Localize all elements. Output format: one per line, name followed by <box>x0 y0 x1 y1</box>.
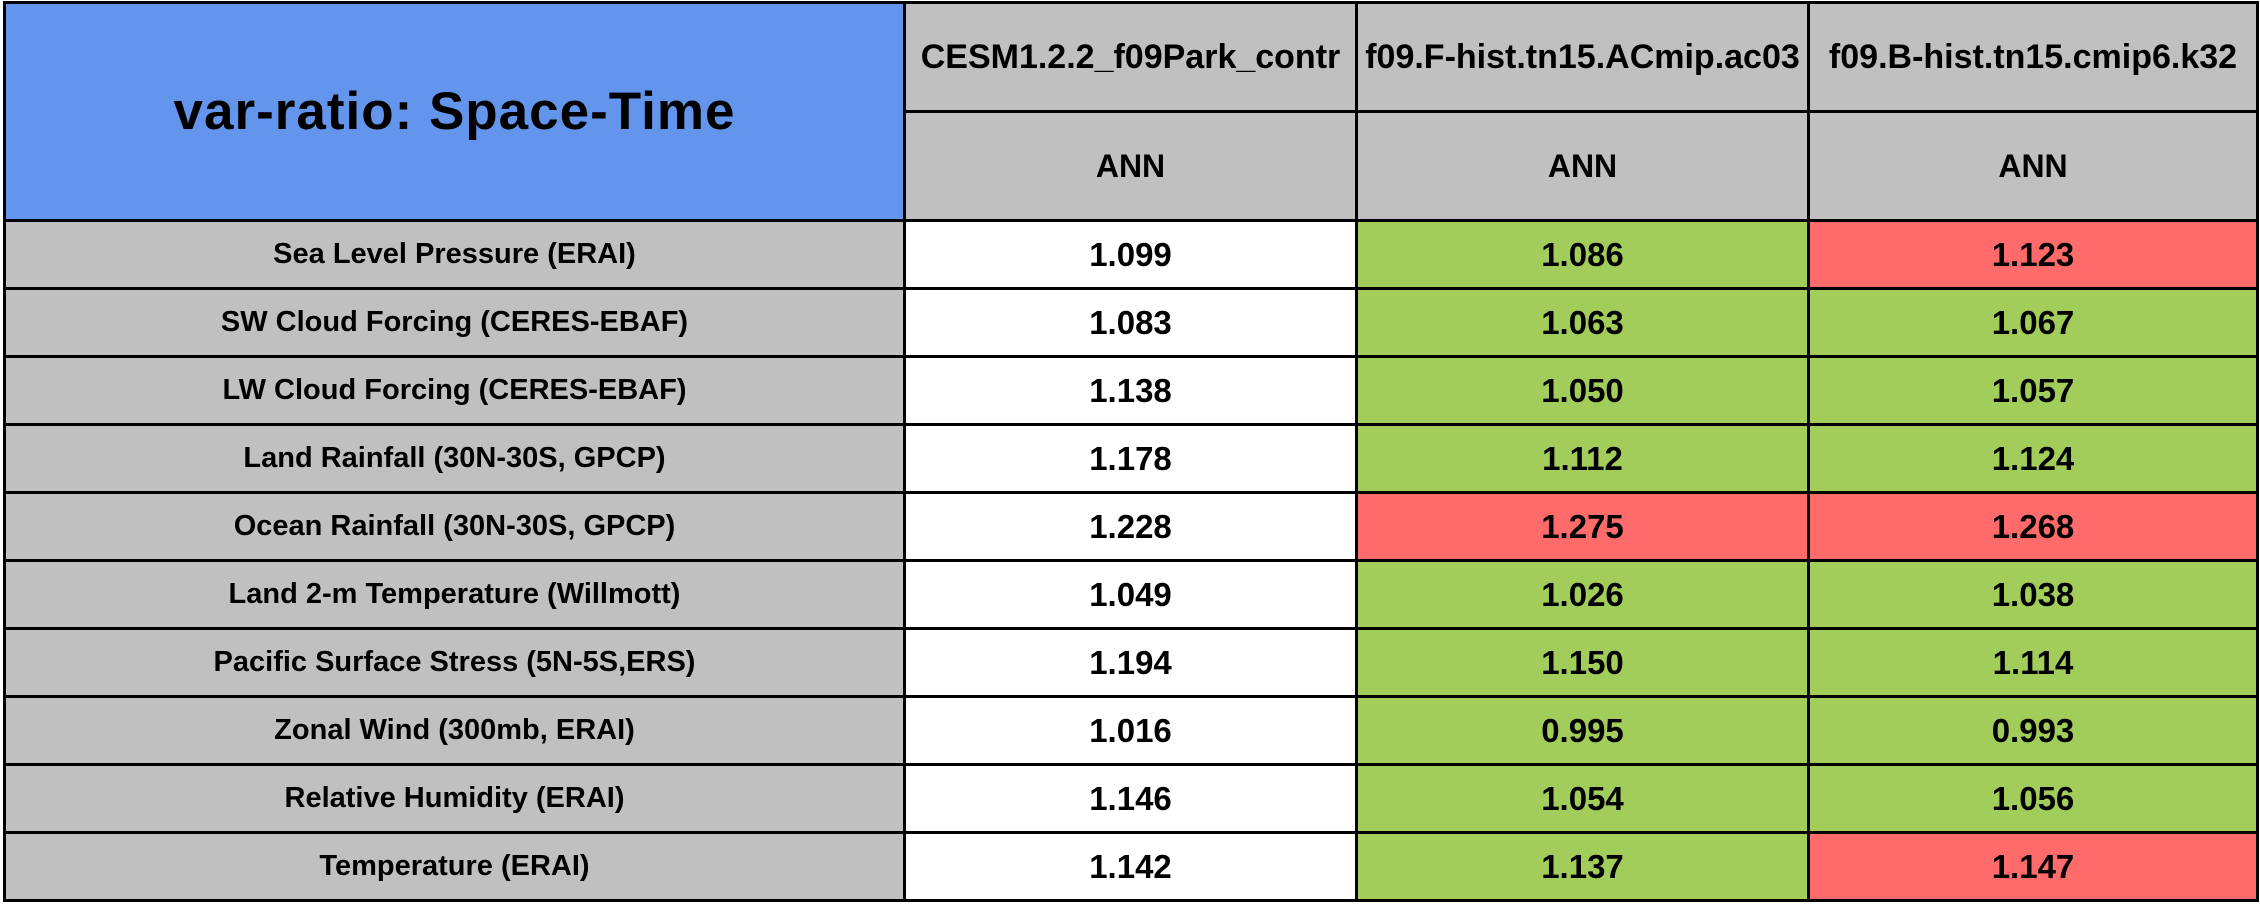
row-label: Land Rainfall (30N-30S, GPCP) <box>3 423 906 494</box>
value-cell: 1.150 <box>1355 627 1810 698</box>
season-header-cell-3: ANN <box>1807 110 2259 222</box>
row-label: LW Cloud Forcing (CERES-EBAF) <box>3 355 906 426</box>
row-label: Land 2-m Temperature (Willmott) <box>3 559 906 630</box>
row-label: Zonal Wind (300mb, ERAI) <box>3 695 906 766</box>
value-cell: 1.147 <box>1807 831 2259 902</box>
value-cell: 1.268 <box>1807 491 2259 562</box>
value-cell: 1.057 <box>1807 355 2259 426</box>
value-cell: 1.026 <box>1355 559 1810 630</box>
value-cell: 0.993 <box>1807 695 2259 766</box>
table-row: LW Cloud Forcing (CERES-EBAF) 1.138 1.05… <box>3 355 2259 426</box>
value-cell: 1.086 <box>1355 219 1810 290</box>
table-row: Sea Level Pressure (ERAI) 1.099 1.086 1.… <box>3 219 2259 290</box>
value-cell: 1.050 <box>1355 355 1810 426</box>
row-label: Temperature (ERAI) <box>3 831 906 902</box>
model-header-cell-2: f09.F-hist.tn15.ACmip.ac03 <box>1355 1 1810 113</box>
value-cell: 1.228 <box>903 491 1358 562</box>
table-row: SW Cloud Forcing (CERES-EBAF) 1.083 1.06… <box>3 287 2259 358</box>
header-row-season: ANN ANN ANN <box>5 110 2259 222</box>
model-header-cell-3: f09.B-hist.tn15.cmip6.k32 <box>1807 1 2259 113</box>
table-row: Temperature (ERAI) 1.142 1.137 1.147 <box>3 831 2259 902</box>
row-label: Ocean Rainfall (30N-30S, GPCP) <box>3 491 906 562</box>
value-cell: 1.124 <box>1807 423 2259 494</box>
value-cell: 1.067 <box>1807 287 2259 358</box>
value-cell: 1.123 <box>1807 219 2259 290</box>
value-cell: 1.194 <box>903 627 1358 698</box>
value-cell: 1.142 <box>903 831 1358 902</box>
value-cell: 1.114 <box>1807 627 2259 698</box>
row-label: SW Cloud Forcing (CERES-EBAF) <box>3 287 906 358</box>
value-cell: 1.146 <box>903 763 1358 834</box>
table-title-cell: var-ratio: Space-Time <box>3 1 906 222</box>
value-cell: 1.112 <box>1355 423 1810 494</box>
table-row: Pacific Surface Stress (5N-5S,ERS) 1.194… <box>3 627 2259 698</box>
value-cell: 1.056 <box>1807 763 2259 834</box>
table-row: Relative Humidity (ERAI) 1.146 1.054 1.0… <box>3 763 2259 834</box>
value-cell: 1.054 <box>1355 763 1810 834</box>
header-row-models: var-ratio: Space-Time CESM1.2.2_f09Park_… <box>3 1 2259 222</box>
value-cell: 1.178 <box>903 423 1358 494</box>
value-cell: 1.016 <box>903 695 1358 766</box>
season-header-cell-2: ANN <box>1355 110 1810 222</box>
table-row: Zonal Wind (300mb, ERAI) 1.016 0.995 0.9… <box>3 695 2259 766</box>
value-cell: 1.275 <box>1355 491 1810 562</box>
value-cell: 0.995 <box>1355 695 1810 766</box>
row-label: Sea Level Pressure (ERAI) <box>3 219 906 290</box>
value-cell: 1.138 <box>903 355 1358 426</box>
table-row: Land Rainfall (30N-30S, GPCP) 1.178 1.11… <box>3 423 2259 494</box>
table-title: var-ratio: Space-Time <box>173 82 736 141</box>
model-header-cell-1: CESM1.2.2_f09Park_contr <box>903 1 1358 113</box>
value-cell: 1.063 <box>1355 287 1810 358</box>
value-cell: 1.083 <box>903 287 1358 358</box>
season-header-cell-1: ANN <box>903 110 1358 222</box>
table-row: Ocean Rainfall (30N-30S, GPCP) 1.228 1.2… <box>3 491 2259 562</box>
value-cell: 1.099 <box>903 219 1358 290</box>
table-row: Land 2-m Temperature (Willmott) 1.049 1.… <box>3 559 2259 630</box>
row-label: Pacific Surface Stress (5N-5S,ERS) <box>3 627 906 698</box>
var-ratio-table: var-ratio: Space-Time CESM1.2.2_f09Park_… <box>3 1 2259 902</box>
value-cell: 1.038 <box>1807 559 2259 630</box>
value-cell: 1.137 <box>1355 831 1810 902</box>
row-label: Relative Humidity (ERAI) <box>3 763 906 834</box>
value-cell: 1.049 <box>903 559 1358 630</box>
